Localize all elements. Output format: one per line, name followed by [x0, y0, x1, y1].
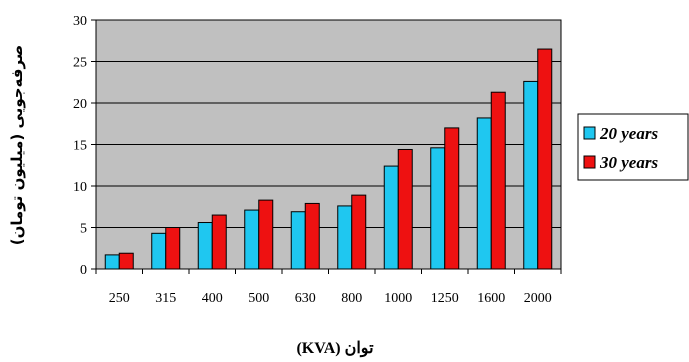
x-tick-label: 1250: [431, 291, 459, 306]
bar-series2: [397, 148, 413, 270]
y-tick-label: 25: [73, 56, 87, 71]
y-tick-label: 0: [80, 263, 87, 278]
bar-series1: [104, 254, 120, 270]
bar-series2: [118, 252, 134, 270]
plot-area: [95, 19, 562, 270]
legend-entry: 30 years: [599, 153, 658, 172]
bar-series1: [476, 117, 492, 270]
legend-swatch: [583, 126, 596, 140]
bar-series1: [383, 165, 399, 270]
legend-box: [577, 113, 689, 181]
y-axis-ticks: 0 5 10 15 20 25 30: [73, 14, 96, 278]
x-tick-label: 1600: [477, 291, 505, 306]
bar-series2: [444, 127, 460, 270]
y-tick-label: 15: [73, 139, 87, 154]
bar-series2: [258, 199, 274, 270]
y-tick-label: 30: [73, 14, 87, 29]
x-tick-label: 800: [341, 291, 362, 306]
bar-series2: [490, 91, 506, 270]
bar-series2: [165, 227, 181, 270]
x-axis-label: توان (KVA): [296, 340, 374, 358]
bar-series1: [244, 209, 260, 270]
bar-series2: [351, 194, 367, 270]
x-tick-label: 250: [109, 291, 130, 306]
legend: 20 years 30 years: [577, 113, 689, 181]
y-axis-label: صرفه‌جویی (میلیون تومان): [8, 45, 26, 246]
bar-series1: [523, 80, 539, 270]
bar-series2: [211, 214, 227, 270]
x-tick-label: 315: [155, 291, 176, 306]
x-axis-ticks: 250 315 400 500 630 800 1000 1250 1600 2000: [95, 268, 562, 306]
legend-entry: 20 years: [599, 124, 658, 143]
bar-series1: [151, 232, 167, 270]
bar-series1: [430, 147, 446, 270]
bar-series1: [290, 211, 306, 270]
x-tick-label: 400: [202, 291, 223, 306]
x-tick-label: 1000: [384, 291, 412, 306]
x-tick-label: 500: [248, 291, 269, 306]
bar-series1: [197, 222, 213, 270]
y-tick-label: 20: [73, 97, 87, 112]
legend-swatch: [583, 155, 596, 169]
bar-series2: [537, 48, 553, 270]
x-tick-label: 630: [295, 291, 316, 306]
bar-series1: [337, 205, 353, 270]
y-tick-label: 5: [80, 222, 87, 237]
x-tick-label: 2000: [524, 291, 552, 306]
bar-series2: [304, 202, 320, 270]
y-tick-label: 10: [73, 180, 87, 195]
